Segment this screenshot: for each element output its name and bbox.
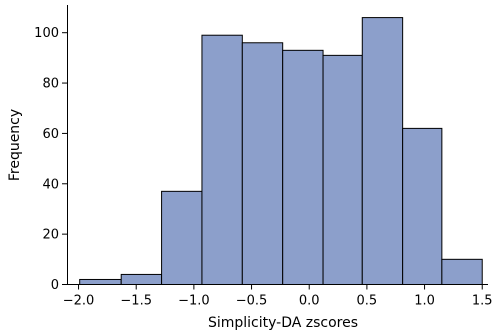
y-tick-label: 80 xyxy=(42,77,59,92)
x-tick-label: 0.0 xyxy=(299,294,320,309)
y-tick-label: 20 xyxy=(42,228,59,243)
histogram-bar-1 xyxy=(120,273,163,285)
x-tick-label: −0.5 xyxy=(236,294,268,309)
y-axis-ticks: 0 20 40 60 80 100 xyxy=(34,26,67,293)
x-tick-label: 0.5 xyxy=(357,294,378,309)
x-axis-label: Simplicity-DA zscores xyxy=(208,315,358,331)
x-tick-label: 1.5 xyxy=(472,294,492,309)
y-axis-label: Frequency xyxy=(7,109,23,181)
x-axis-ticks: −2.0 −1.5 −1.0 −0.5 0.0 0.5 1.0 1.5 xyxy=(63,284,492,309)
histogram-bar-5 xyxy=(282,49,324,285)
histogram-bar-9 xyxy=(441,258,483,286)
x-tick-label: −1.5 xyxy=(120,294,152,309)
y-tick-label: 60 xyxy=(42,127,59,142)
histogram-bar-8 xyxy=(402,127,443,285)
histogram-bar-2 xyxy=(161,190,203,285)
histogram-bar-7 xyxy=(361,17,404,286)
x-tick-label: −1.0 xyxy=(178,294,210,309)
histogram-bars xyxy=(79,17,483,286)
y-tick-label: 0 xyxy=(51,278,59,293)
histogram-bar-4 xyxy=(241,42,284,286)
y-tick-label: 40 xyxy=(42,177,59,192)
histogram-bar-6 xyxy=(322,54,363,285)
x-tick-label: 1.0 xyxy=(414,294,435,309)
histogram-bar-3 xyxy=(201,34,243,285)
x-tick-label: −2.0 xyxy=(63,294,95,309)
histogram-bar-0 xyxy=(79,278,122,285)
y-tick-label: 100 xyxy=(34,26,59,41)
